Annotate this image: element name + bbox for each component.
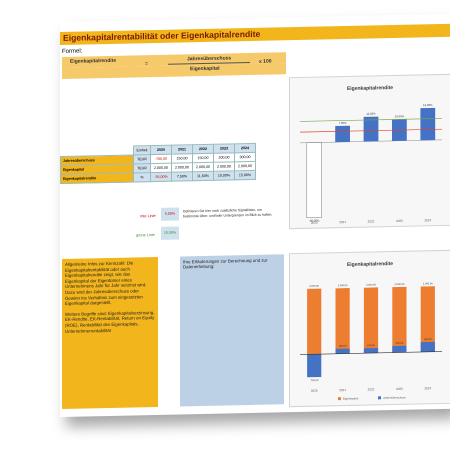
- category-label: 2020: [311, 221, 318, 225]
- info-paragraph: Allgemeine Infos zur Kennzahl: Die Eigen…: [65, 260, 147, 307]
- category-label: 2024: [424, 386, 431, 390]
- data-label: 15,00%: [423, 103, 433, 107]
- chart-rendite-panel[interactable]: Eigenkapitalrendite -35,00% 2020 7,50% 2021…: [289, 73, 450, 230]
- info-general-box[interactable]: Allgemeine Infos zur Kennzahl: Die Eigen…: [62, 256, 158, 409]
- spreadsheet-sheet: Eigenkapitalrentabilität oder Eigenkapit…: [60, 13, 450, 418]
- row-label[interactable]: Eigenkapitalrendite: [60, 172, 134, 184]
- formula-denominator: Eigenkapital: [190, 65, 220, 73]
- signal-description: Definieren Sie hier noch zusätzliche Sig…: [183, 207, 273, 219]
- data-label: 11,50%: [366, 112, 376, 116]
- table-cell[interactable]: -35,00%: [150, 172, 172, 182]
- row-unit[interactable]: %: [133, 172, 151, 182]
- table-cell[interactable]: 150,00: [192, 153, 214, 163]
- formula-factor: x 100: [259, 58, 272, 65]
- title-bar: Eigenkapitalrentabilität oder Eigenkapit…: [60, 23, 450, 45]
- table-header-unit[interactable]: Einheit: [133, 145, 151, 155]
- category-label: 2021: [339, 388, 346, 392]
- data-label: 2.000,00: [423, 282, 433, 285]
- legend-label: Eigenkapital: [343, 396, 359, 400]
- legend-swatch: [338, 397, 341, 401]
- bar: [306, 142, 322, 219]
- bar: [420, 341, 435, 352]
- bar: [307, 354, 322, 378]
- page-title: Eigenkapitalrentabilität oder Eigenkapit…: [63, 28, 261, 43]
- bar: [420, 286, 435, 352]
- category-label: 2020: [311, 389, 318, 393]
- zero-axis: [300, 351, 442, 355]
- table-cell[interactable]: 7,50%: [171, 171, 193, 182]
- data-label: 2.000,00: [395, 283, 405, 286]
- legend-label: Jahresüberschuss: [383, 395, 406, 399]
- row-unit[interactable]: TEUR: [133, 154, 151, 164]
- bar: [420, 107, 436, 141]
- green-line-label: grüne Linie: [136, 233, 155, 238]
- data-label: 7,50%: [339, 121, 347, 125]
- info-paragraph: Weitere Begriffe sind: Eigenkapitalverzi…: [65, 309, 155, 334]
- table-cell[interactable]: 200,00: [213, 152, 235, 163]
- bar: [363, 347, 379, 354]
- bar: [335, 288, 350, 354]
- green-line-value[interactable]: 10,00%: [161, 226, 179, 240]
- data-label: 150,00: [339, 345, 347, 348]
- table-cell[interactable]: 2.000,00: [213, 161, 235, 172]
- formula-equals: =: [145, 61, 149, 68]
- notes-text: Ihre Erläuterungen zur Berechnung und zu…: [183, 257, 268, 270]
- category-label: 2023: [396, 219, 403, 223]
- data-label: 10,00%: [395, 114, 405, 118]
- table-cell[interactable]: 2.000,00: [234, 161, 256, 171]
- green-reference-line: [300, 118, 442, 122]
- formula-numerator: Jahresüberschuss: [187, 55, 232, 63]
- data-label: 2.000,00: [338, 284, 348, 287]
- red-line-label: rote Linie: [140, 213, 156, 219]
- data-table: Einheit 2020 2021 2022 2023 2024 Jahresü…: [60, 143, 256, 184]
- bar: [335, 348, 350, 354]
- data-label: -35,00%: [309, 219, 320, 223]
- data-label: -700,00: [310, 379, 319, 382]
- category-label: 2024: [424, 218, 431, 222]
- data-label: 300,00: [424, 338, 432, 341]
- formula-label: Formel:: [62, 48, 83, 55]
- info-notes-box[interactable]: Ihre Erläuterungen zur Berechnung und zu…: [180, 254, 284, 407]
- table-cell[interactable]: 10,00%: [213, 170, 235, 181]
- chart-components: 2.000,00 2.000,00 2.000,00 2.000,00 2.000,00…: [300, 282, 442, 401]
- bar: [307, 288, 322, 355]
- red-line-value[interactable]: 5,00%: [161, 207, 179, 221]
- data-label: 200,00: [396, 342, 404, 345]
- bar: [335, 125, 350, 143]
- formula-lhs: Eigenkapitalrendite: [70, 57, 117, 65]
- bar: [363, 287, 379, 354]
- data-label: 2.000,00: [366, 283, 376, 286]
- table-header-year[interactable]: 2021: [171, 144, 193, 155]
- chart-components-panel[interactable]: Eigenkapitalrendite 2.000,00 2.000,00 2.00…: [289, 249, 450, 408]
- table-cell[interactable]: 300,00: [234, 152, 256, 162]
- bar: [392, 286, 407, 353]
- table-header-year[interactable]: 2020: [150, 145, 172, 155]
- table-cell[interactable]: 2.000,00: [171, 162, 193, 173]
- category-label: 2022: [368, 387, 375, 391]
- table-cell[interactable]: 2.000,00: [150, 163, 172, 173]
- bar: [363, 116, 379, 142]
- category-label: 2022: [368, 219, 375, 223]
- data-label: 150,00: [367, 344, 375, 347]
- bar: [392, 345, 407, 353]
- table-cell[interactable]: -700,00: [150, 154, 172, 164]
- table-cell[interactable]: 15,00%: [234, 170, 256, 180]
- table-cell[interactable]: 2.000,00: [192, 162, 214, 172]
- table-header-year[interactable]: 2024: [234, 143, 256, 153]
- chart-rendite: -35,00%2020 7,50% 2021 11,50% 2022 10,00% 2023…: [300, 103, 442, 225]
- data-label: 2.000,00: [309, 285, 319, 288]
- row-unit[interactable]: TEUR: [133, 163, 151, 173]
- category-label: 2021: [339, 220, 346, 224]
- table-cell[interactable]: 11,50%: [192, 171, 214, 181]
- table-header-year[interactable]: 2022: [192, 144, 214, 154]
- category-label: 2023: [396, 387, 403, 391]
- table-header-year[interactable]: 2023: [213, 143, 235, 154]
- table-cell[interactable]: 150,00: [171, 153, 193, 164]
- legend-swatch: [378, 396, 381, 400]
- red-reference-line: [300, 128, 442, 133]
